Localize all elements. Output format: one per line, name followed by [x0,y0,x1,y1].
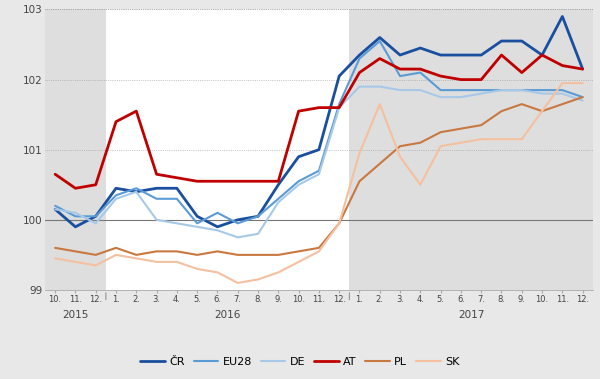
Text: 2017: 2017 [458,310,484,319]
Legend: ČR, EU28, DE, AT, PL, SK: ČR, EU28, DE, AT, PL, SK [136,353,464,371]
Text: 2016: 2016 [214,310,241,319]
Bar [45,9,106,290]
Text: 2015: 2015 [62,310,89,319]
Bar [349,9,593,290]
